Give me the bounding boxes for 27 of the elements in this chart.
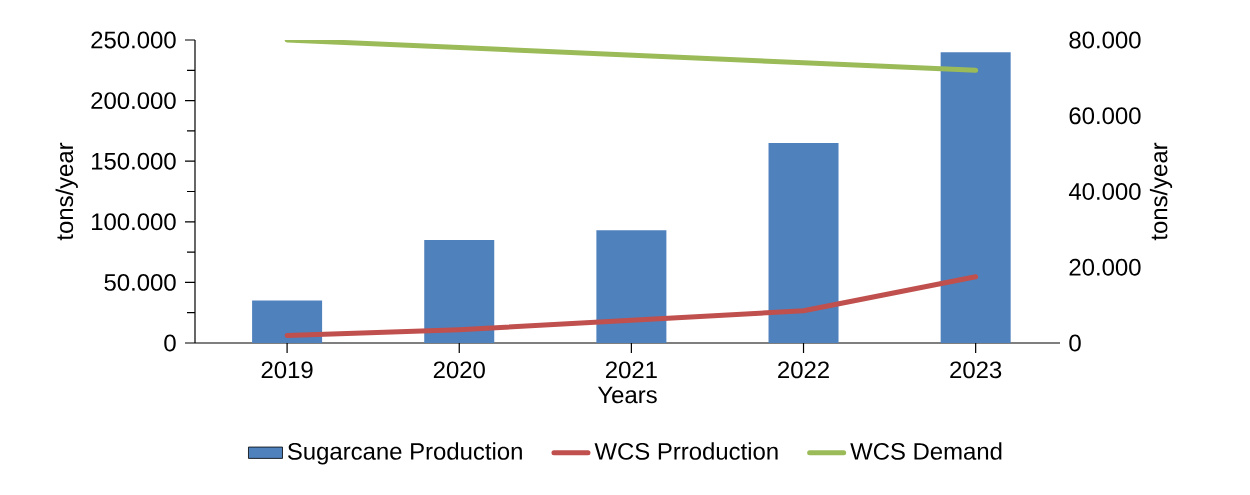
x-tick-label: 2020: [433, 361, 485, 379]
y2-tick-label: 40.000: [1068, 183, 1141, 200]
x-tick-label: 2022: [778, 361, 829, 379]
x-tick-label: 2019: [261, 361, 313, 379]
y-tick-label: 250.000: [91, 31, 176, 49]
y2-tick-label: 20.000: [1069, 258, 1141, 276]
y-tick-label: 150.000: [92, 152, 176, 170]
bar: [596, 230, 667, 343]
y2-tick-label: 80.000: [1069, 31, 1141, 49]
y2-tick-label: 60.000: [1069, 107, 1141, 125]
y-tick-label: 0: [164, 334, 176, 352]
x-axis-title: Years: [597, 386, 657, 404]
bar: [424, 239, 495, 343]
y2-axis-title: tons/year: [1149, 142, 1173, 241]
bar: [252, 300, 323, 343]
y2-tick-label: 0: [1069, 334, 1081, 352]
x-tick-label: 2023: [950, 361, 1002, 379]
legend-label: WCS Prroduction: [594, 442, 778, 460]
legend-label: Sugarcane Production: [287, 442, 522, 465]
x-tick-label: 2021: [605, 361, 657, 379]
legend-label: WCS Demand: [850, 442, 1002, 460]
bar: [940, 52, 1011, 343]
y-tick-label: 100.000: [92, 213, 176, 231]
y-tick-label: 200.000: [91, 92, 176, 110]
bar: [768, 143, 839, 343]
y-axis-title: tons/year: [55, 142, 78, 241]
y-tick-label: 50.000: [104, 273, 176, 291]
